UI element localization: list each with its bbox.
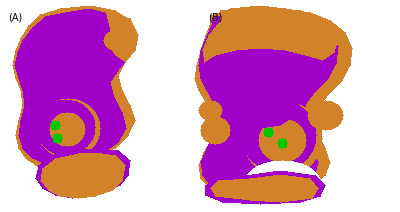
Text: (B): (B) [208, 12, 222, 22]
Text: (A): (A) [8, 12, 22, 22]
